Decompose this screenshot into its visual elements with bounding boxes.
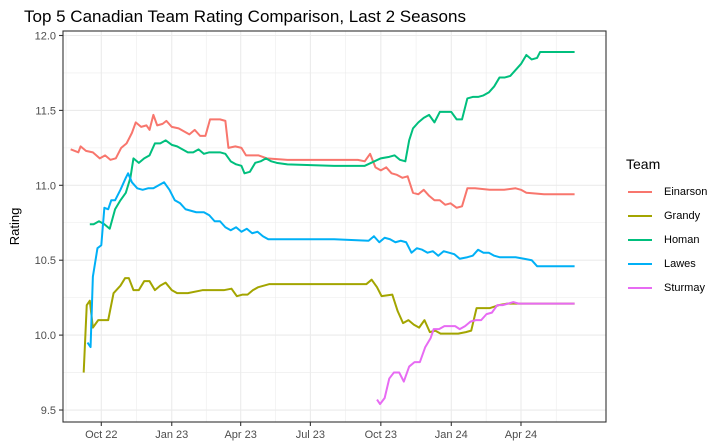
legend-key (628, 287, 652, 289)
x-tick-label: Oct 23 (365, 429, 397, 441)
series-lines (70, 50, 575, 406)
chart-title: Top 5 Canadian Team Rating Comparison, L… (24, 7, 466, 26)
y-tick-label: 12.0 (35, 30, 56, 42)
legend-key (628, 263, 652, 265)
legend-label: Einarson (664, 186, 708, 198)
x-tick-label: Oct 22 (85, 429, 117, 441)
legend-key (628, 239, 652, 241)
y-axis-title: Rating (7, 208, 22, 246)
axis-ticks: Oct 22 Jan 23 Apr 23 Jul 23 Oct 23 Jan 24 Apr … (35, 30, 538, 441)
legend-item-homan: Homan (622, 228, 707, 252)
y-tick-label: 9.5 (41, 405, 56, 417)
legend-key (628, 215, 652, 217)
legend-label: Lawes (664, 258, 696, 270)
major-gridlines (63, 31, 606, 422)
y-tick-label: 10.5 (35, 255, 56, 267)
plot-panel (63, 31, 606, 422)
legend-item-grandy: Grandy (622, 204, 707, 228)
series-line-einarson (70, 113, 575, 209)
legend-key (628, 191, 652, 193)
series-line-lawes (86, 172, 575, 349)
legend-items: Einarson Grandy Homan Lawes Sturmay (622, 180, 707, 300)
series-line-sturmay (376, 301, 575, 406)
legend-label: Sturmay (664, 282, 705, 294)
plot-border (62, 30, 607, 423)
legend-label: Grandy (664, 210, 701, 222)
y-tick-label: 10.0 (35, 330, 56, 342)
series-line-homan (89, 50, 575, 230)
legend-item-lawes: Lawes (622, 252, 707, 276)
legend-item-einarson: Einarson (622, 180, 707, 204)
legend-title: Team (626, 156, 661, 172)
legend-label: Homan (664, 234, 700, 246)
x-tick-label: Jan 24 (435, 429, 468, 441)
x-tick-label: Apr 23 (224, 429, 256, 441)
series-line-grandy (82, 277, 575, 373)
x-tick-label: Jan 23 (155, 429, 188, 441)
y-tick-label: 11.5 (35, 105, 56, 117)
legend-item-sturmay: Sturmay (622, 276, 707, 300)
legend: Team Einarson Grandy Homan Lawes Sturmay (622, 156, 707, 300)
x-tick-label: Apr 24 (505, 429, 537, 441)
x-tick-label: Jul 23 (296, 429, 325, 441)
y-tick-label: 11.0 (35, 180, 56, 192)
